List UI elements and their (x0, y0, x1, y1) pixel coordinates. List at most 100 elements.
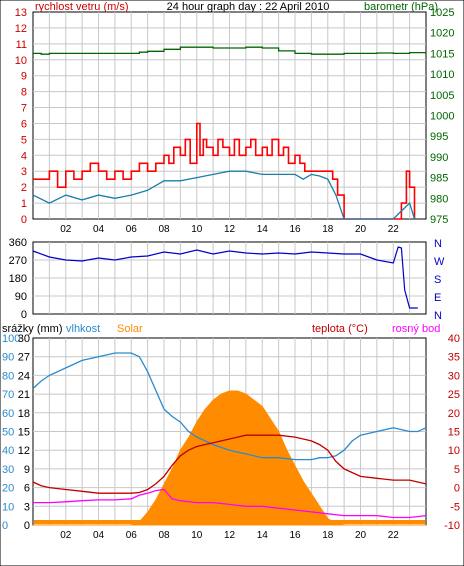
x-tick-label: 20 (355, 530, 367, 541)
dewpoint-line (33, 488, 427, 519)
x-tick-label: 12 (224, 530, 236, 541)
temperature-tick-label: 20 (448, 408, 460, 420)
panel-marks (32, 46, 426, 220)
pressure-tick-label: 985 (430, 173, 448, 185)
x-tick-label: 04 (93, 530, 105, 541)
x-tick-label: 02 (60, 224, 72, 235)
rain-tick-label: 21 (18, 389, 30, 401)
x-tick-label: 04 (93, 224, 105, 235)
rain-tick-label: 6 (24, 483, 30, 495)
humidity-axis-label: vlhkost (66, 323, 100, 335)
temperature-line (32, 434, 427, 494)
wind_avg-line (32, 170, 416, 220)
wind-tick-label: 5 (21, 134, 27, 146)
x-tick-label: 16 (289, 530, 301, 541)
x-tick-label: 18 (322, 530, 334, 541)
temperature-tick-label: 35 (448, 352, 460, 364)
temperature-tick-label: 30 (448, 370, 460, 382)
panel-marks (32, 246, 418, 309)
x-tick-label: 12 (224, 224, 236, 235)
x-tick-label: 16 (289, 224, 301, 235)
compass-tick-label: N (434, 238, 442, 250)
x-tick-label: 14 (257, 530, 269, 541)
direction-tick-label: 0 (21, 309, 27, 321)
wind-tick-label: 6 (21, 118, 27, 130)
humidity-tick-label: 40 (2, 445, 14, 457)
wind-tick-label: 13 (15, 7, 27, 19)
temperature-tick-label: 5 (454, 464, 460, 476)
x-tick-label: 08 (158, 224, 170, 235)
temperature-tick-label: -5 (450, 501, 460, 513)
x-tick-label: 06 (126, 530, 138, 541)
pressure-tick-label: 975 (430, 214, 448, 226)
wind-tick-label: 11 (16, 39, 27, 51)
pressure-tick-label: 1025 (430, 7, 454, 19)
dewpoint-axis-label: rosný bod (392, 323, 440, 335)
x-tick-label: 20 (355, 224, 367, 235)
pressure-axis-label: barometr (hPa) (364, 1, 438, 13)
pressure-tick-label: 980 (430, 193, 448, 205)
temperature-tick-label: 25 (448, 389, 460, 401)
wind-tick-label: 8 (21, 87, 27, 99)
rain-tick-label: 30 (18, 333, 30, 345)
rain-tick-label: 27 (18, 352, 30, 364)
rain-tick-label: 18 (18, 408, 30, 420)
x-tick-label: 10 (191, 530, 203, 541)
wind-tick-label: 0 (21, 214, 27, 226)
x-tick-label: 02 (60, 530, 72, 541)
humidity-tick-label: 20 (2, 483, 14, 495)
climate-panel: 02 04 06 08 10 12 14 16 18 20 22010203040506070809… (2, 323, 460, 541)
pressure-tick-label: 1015 (430, 48, 454, 60)
pressure-tick-label: 1005 (430, 90, 454, 102)
direction-tick-label: 180 (9, 273, 27, 285)
x-tick-label: 08 (158, 530, 170, 541)
panel-ticks: 02 04 06 08 10 12 14 16 18 20 22012345678910111213… (15, 7, 455, 235)
rain-tick-label: 9 (24, 464, 30, 476)
temperature-tick-label: 15 (448, 427, 460, 439)
compass-tick-label: W (434, 256, 445, 268)
humidity-tick-label: 10 (2, 501, 14, 513)
panel-grid (33, 242, 426, 314)
gust-line (33, 122, 416, 220)
compass-tick-label: S (434, 274, 441, 286)
humidity-tick-label: 70 (2, 389, 14, 401)
compass-tick-label: E (434, 292, 441, 304)
humidity-tick-label: 100 (2, 333, 20, 345)
direction-line (32, 246, 418, 309)
compass-tick-label: N (434, 310, 442, 322)
x-tick-label: 10 (191, 224, 203, 235)
pressure-line (33, 46, 426, 55)
temperature-tick-label: -10 (444, 520, 460, 532)
humidity-tick-label: 50 (2, 427, 14, 439)
x-tick-label: 14 (257, 224, 269, 235)
panel-grid (33, 12, 426, 219)
rain-axis-label: srážky (mm) (2, 323, 63, 335)
wind-tick-label: 12 (15, 23, 27, 35)
x-tick-label: 18 (322, 224, 334, 235)
humidity-tick-label: 90 (2, 352, 14, 364)
temperature-tick-label: 40 (448, 333, 460, 345)
direction-tick-label: 360 (9, 237, 27, 249)
pressure-tick-label: 1010 (430, 69, 454, 81)
pressure-tick-label: 1000 (430, 111, 454, 123)
wind-tick-label: 10 (15, 55, 27, 67)
humidity-tick-label: 80 (2, 370, 14, 382)
wind-axis-label: rychlost vetru (m/s) (35, 1, 129, 13)
wind-tick-label: 7 (21, 103, 27, 115)
x-tick-label: 06 (126, 224, 138, 235)
temperature-axis-label: teplota (°C) (312, 323, 368, 335)
temperature-tick-label: 10 (448, 445, 460, 457)
chart-title: 24 hour graph day : 22 April 2010 (167, 1, 330, 13)
wind-tick-label: 9 (21, 71, 27, 83)
wind-tick-label: 2 (21, 182, 27, 194)
panel-ticks: 02 04 06 08 10 12 14 16 18 20 22010203040506070809… (2, 333, 460, 541)
humidity-tick-label: 60 (2, 408, 14, 420)
rain-tick-label: 12 (18, 445, 30, 457)
wind-tick-label: 3 (21, 166, 27, 178)
humidity-tick-label: 0 (2, 520, 8, 532)
solar-axis-label: Solar (117, 323, 143, 335)
wind-pressure-panel: 02 04 06 08 10 12 14 16 18 20 22012345678910111213… (15, 1, 455, 235)
